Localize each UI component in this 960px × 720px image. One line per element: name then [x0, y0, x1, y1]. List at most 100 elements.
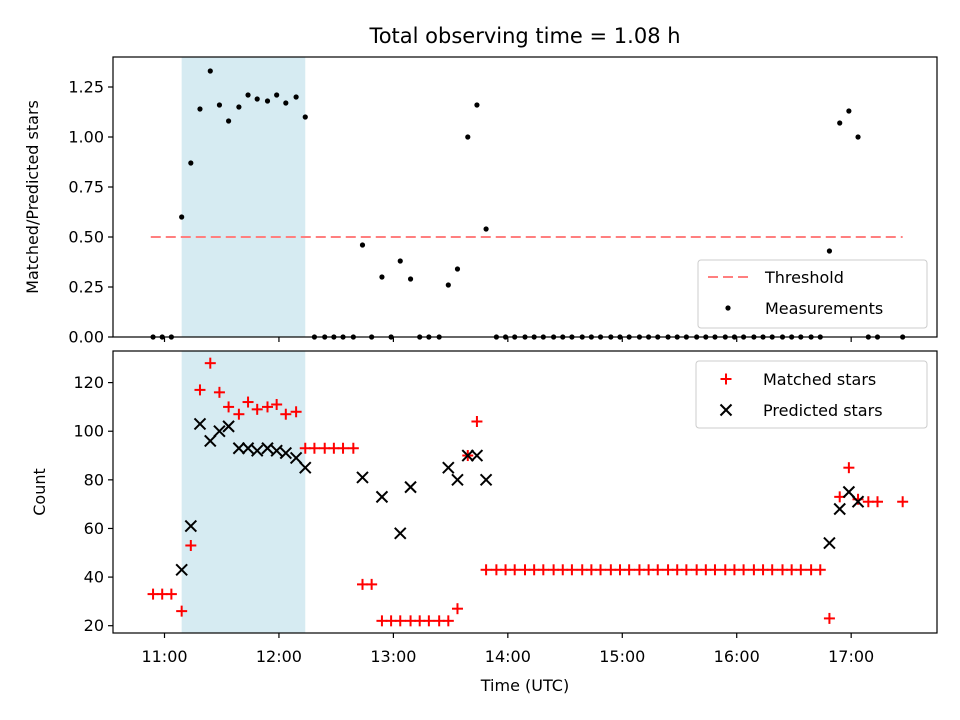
measurement-point [837, 120, 843, 126]
matched-star-point [537, 564, 549, 576]
predicted-star-point [451, 473, 464, 487]
measurement-point [197, 106, 203, 112]
predicted-star-point [232, 442, 246, 455]
bottom-x-ticks: 11:00 12:00 13:00 14:00 15:00 16:00 17:00 [141, 633, 874, 666]
measurement-point [302, 114, 308, 120]
matched-star-point [213, 386, 225, 398]
top-x-ticks [163, 337, 852, 342]
measurement-point [445, 282, 451, 288]
top-y-tick-label: 1.25 [68, 78, 104, 97]
bottom-y-tick-label: 40 [84, 568, 104, 587]
x-tick-label: 17:00 [828, 647, 874, 666]
matched-star-point [394, 615, 406, 627]
measurement-point [216, 102, 223, 108]
legend-matched-label: Matched stars [763, 370, 876, 389]
matched-star-point [194, 384, 206, 396]
matched-star-point [595, 564, 607, 576]
predicted-star-point [461, 449, 474, 462]
x-marker-b [719, 403, 733, 417]
measurement-point [359, 242, 366, 248]
bottom-legend: Matched stars Predicted stars [695, 360, 928, 429]
x-marker-b [279, 446, 293, 460]
top-axes-frame [112, 56, 938, 338]
predicted-star-point [250, 444, 264, 457]
top-y-tick-label: 0.25 [68, 278, 104, 297]
x-tick-label: 11:00 [141, 647, 187, 666]
matched-star-point [766, 564, 778, 576]
measurement-point [855, 134, 861, 140]
measurement-point [264, 98, 271, 104]
chart-title: Total observing time = 1.08 h [368, 24, 680, 48]
x-marker-b [394, 527, 407, 540]
matched-star-point [185, 539, 197, 551]
matched-star-point [843, 462, 855, 474]
x-marker-b [250, 444, 264, 457]
top-panel: 0.00 0.25 0.50 0.75 1.00 1.25 Matched/Predict… [23, 56, 938, 347]
bottom-axes-frame [112, 350, 938, 634]
x-marker-b [184, 519, 198, 533]
matched-star-point [223, 401, 235, 413]
measurement-point [283, 100, 289, 106]
x-tick-label: 12:00 [256, 647, 302, 666]
predicted-star-point [442, 461, 455, 474]
matched-star-point [251, 403, 263, 415]
measurement-point [245, 92, 251, 98]
top-legend: Threshold Measurements [697, 259, 928, 329]
x-tick-label: 15:00 [599, 647, 645, 666]
legend-predicted-marker [719, 403, 733, 417]
bottom-y-tick-label: 100 [73, 422, 104, 441]
x-marker-b [270, 444, 283, 457]
x-marker-b [404, 480, 417, 494]
measurement-point [274, 92, 280, 98]
matched-star-point [795, 564, 807, 576]
measurement-point [454, 266, 461, 272]
matched-star-point [738, 564, 750, 576]
matched-star-point [271, 398, 283, 410]
measurement-point [826, 248, 833, 254]
bottom-y-axis-label: Count [30, 468, 49, 516]
x-marker-b [442, 461, 455, 474]
measurement-point [207, 68, 213, 74]
x-marker-b [833, 502, 846, 516]
matched-star-point [680, 564, 692, 576]
predicted-star-point [184, 519, 198, 533]
legend-threshold-label: Threshold [764, 268, 844, 287]
top-y-tick-label: 0.75 [68, 178, 104, 197]
predicted-star-point [270, 444, 283, 457]
legend-matched-swatch [720, 373, 732, 385]
bottom-y-ticks: 20 40 60 80 100 120 [73, 373, 113, 635]
predicted-star-point [479, 473, 493, 487]
legend-predicted-swatch [719, 403, 733, 417]
top-y-tick-label: 0.50 [68, 228, 104, 247]
predicted-stars-series [175, 417, 865, 577]
legend-matched-marker [720, 373, 732, 385]
matched-star-point [204, 357, 216, 369]
x-tick-label: 14:00 [485, 647, 531, 666]
predicted-star-point [261, 442, 274, 455]
matched-star-point [451, 603, 463, 615]
legend-predicted-label: Predicted stars [763, 401, 883, 420]
measurement-point [225, 118, 232, 124]
top-legend-box [697, 259, 928, 329]
x-tick-label: 13:00 [370, 647, 416, 666]
predicted-star-point [394, 527, 407, 540]
top-y-axis-label: Matched/Predicted stars [23, 100, 42, 294]
matched-star-point [366, 578, 378, 590]
x-marker-b [461, 449, 474, 462]
predicted-star-point [299, 461, 312, 474]
predicted-star-point [213, 425, 226, 438]
x-marker-b [213, 425, 226, 438]
x-marker-b [823, 536, 836, 550]
predicted-star-point [204, 434, 217, 448]
x-marker-b [232, 442, 246, 455]
matched-star-point [165, 588, 177, 600]
matched-star-point [280, 408, 292, 420]
bottom-panel: 20 40 60 80 100 120 11:00 12:00 13:00 14:00 15:00… [30, 350, 938, 695]
predicted-star-point [404, 480, 417, 494]
matched-star-point [423, 615, 435, 627]
x-marker-b [470, 449, 484, 462]
predicted-star-point [175, 563, 188, 577]
bottom-y-tick-label: 80 [84, 470, 104, 489]
predicted-star-point [851, 495, 865, 508]
